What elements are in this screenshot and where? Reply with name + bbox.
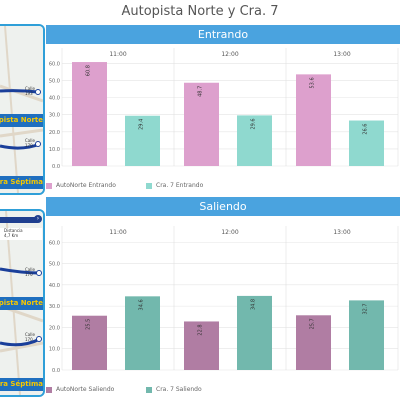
y-tick-label: 40.0 <box>49 96 60 102</box>
legend-swatch <box>46 182 52 189</box>
map-label-calle-170-bottom: Calle 170 <box>25 332 35 342</box>
bar <box>296 315 331 370</box>
legend-swatch <box>46 386 52 393</box>
y-tick-label: 50.0 <box>49 262 60 268</box>
bar-value-label: 32.7 <box>363 303 369 314</box>
map-label-calle-193: Calle 193 <box>25 86 35 96</box>
bar <box>349 300 384 370</box>
y-tick-label: 60.0 <box>49 240 60 246</box>
arrow-right-icon: › <box>34 215 42 223</box>
y-tick-label: 50.0 <box>49 79 60 85</box>
bar-value-label: 25.5 <box>86 319 92 330</box>
route-arrow-bar <box>0 217 40 223</box>
bar <box>184 321 219 370</box>
map-label-calle-170: Calle 170 <box>25 138 35 148</box>
bar-value-label: 29.6 <box>251 118 257 129</box>
bar-value-label: 53.6 <box>310 77 316 88</box>
map-banner-autopista: pista Norte <box>0 297 43 310</box>
bar <box>296 74 331 166</box>
bar <box>237 295 272 370</box>
legend-item-cra7-saliendo: Cra. 7 Saliendo <box>146 386 202 393</box>
legend-item-cra7-entrando: Cra. 7 Entrando <box>146 182 203 189</box>
y-tick-label: 20.0 <box>49 325 60 331</box>
legend-swatch <box>146 386 152 393</box>
bar-value-label: 22.8 <box>198 324 204 335</box>
category-label: 12:00 <box>221 229 238 236</box>
map-banner-autopista: pista Norte <box>0 114 43 127</box>
entrando-legend: AutoNorte Entrando Cra. 7 Entrando <box>46 180 400 192</box>
map-label-calle-170-top: Calle 170 <box>25 267 35 277</box>
bar-value-label: 26.6 <box>363 124 369 135</box>
y-tick-label: 10.0 <box>49 147 60 153</box>
y-tick-label: 30.0 <box>49 304 60 310</box>
bar-value-label: 25.7 <box>310 318 316 329</box>
y-tick-label: 30.0 <box>49 113 60 119</box>
bar <box>125 296 160 370</box>
bar <box>349 120 384 166</box>
map-graphic <box>0 26 43 193</box>
map-banner-septima: ra Séptima <box>0 378 43 391</box>
y-tick-label: 0.0 <box>52 164 60 170</box>
distance-label: Distancia <box>4 228 23 233</box>
category-label: 13:00 <box>333 229 350 236</box>
entrando-chart: 0.0 10.0 20.0 30.0 40.0 50.0 60.0 11:00 12:00 13:… <box>49 48 399 170</box>
y-tick-label: 10.0 <box>49 347 60 353</box>
bar-value-label: 60.8 <box>86 65 92 76</box>
bar <box>72 62 107 166</box>
y-tick-label: 0.0 <box>52 368 60 374</box>
bar-value-label: 34.8 <box>251 299 257 310</box>
bar-value-label: 48.7 <box>198 86 204 97</box>
legend-item-autonorte-saliendo: AutoNorte Saliendo <box>46 386 114 393</box>
legend-swatch <box>146 182 152 189</box>
y-tick-label: 40.0 <box>49 283 60 289</box>
y-tick-label: 60.0 <box>49 61 60 67</box>
category-label: 11:00 <box>109 51 126 58</box>
map-banner-septima: era Séptima <box>0 176 43 189</box>
saliendo-legend: AutoNorte Saliendo Cra. 7 Saliendo <box>46 384 400 396</box>
saliendo-chart: 0.0 10.0 20.0 30.0 40.0 50.0 60.0 11:00 12:00 13:… <box>49 226 399 374</box>
page-title: Autopista Norte y Cra. 7 <box>121 4 279 19</box>
bar <box>237 115 272 166</box>
bar <box>184 82 219 166</box>
distance-value: 4,7 Km <box>4 233 19 238</box>
category-label: 12:00 <box>221 51 238 58</box>
bar-value-label: 29.4 <box>139 119 145 130</box>
y-tick-label: 20.0 <box>49 130 60 136</box>
bar <box>125 115 160 166</box>
legend-item-autonorte-entrando: AutoNorte Entrando <box>46 182 116 189</box>
saliendo-header: Saliendo <box>46 197 400 216</box>
entrando-header: Entrando <box>46 25 400 44</box>
map-card-saliendo[interactable]: › Distancia 4,7 Km Calle 170 pista Norte… <box>0 209 45 397</box>
map-card-entrando[interactable]: Calle 193 pista Norte Calle 170 era Sépt… <box>0 24 45 195</box>
bar <box>72 315 107 370</box>
category-label: 13:00 <box>333 51 350 58</box>
category-label: 11:00 <box>109 229 126 236</box>
bar-value-label: 34.6 <box>139 299 145 310</box>
